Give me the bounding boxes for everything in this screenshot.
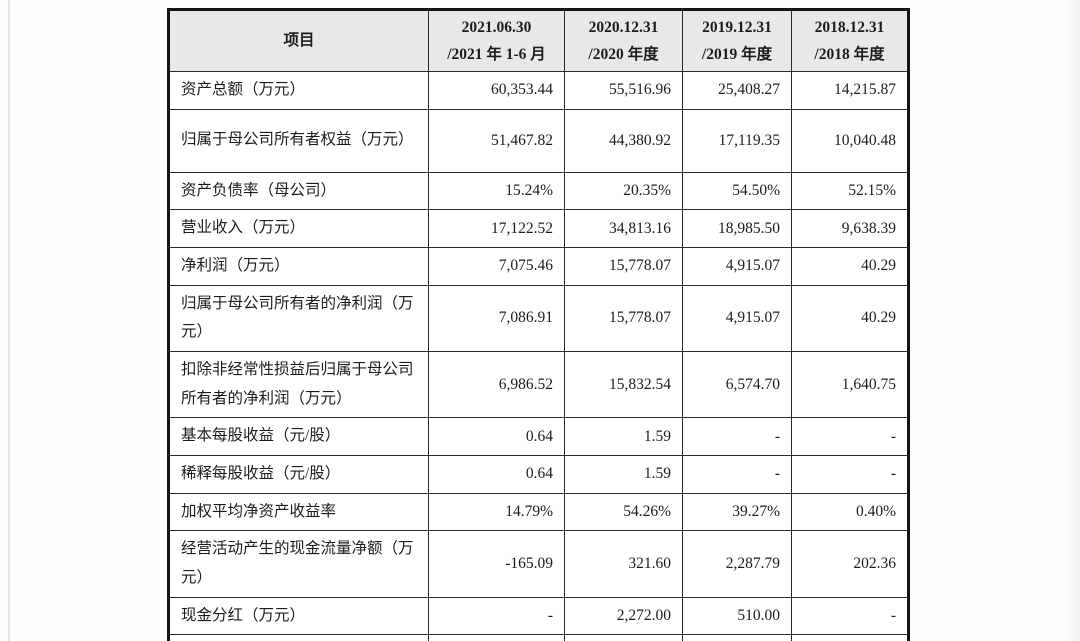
cell-value: 15,778.07 [564, 247, 683, 286]
financial-summary-table: 项目 2021.06.30 /2021 年 1-6 月 2020.12.31 /… [167, 8, 910, 641]
row-label: 归属于母公司所有者权益（万元） [168, 108, 429, 173]
cell-value: 5.59% [791, 634, 909, 641]
header-row: 项目 2021.06.30 /2021 年 1-6 月 2020.12.31 /… [168, 9, 909, 72]
cell-value: 54.50% [682, 171, 792, 211]
table-row: 归属于母公司所有者的净利润（万元） 7,086.91 15,778.07 4,9… [168, 284, 909, 353]
cell-value: 2,272.00 [564, 596, 683, 636]
cell-value: 14,215.87 [791, 71, 909, 110]
row-label: 基本每股收益（元/股） [168, 417, 429, 457]
row-label: 资产总额（万元） [168, 71, 429, 110]
table-row: 营业收入（万元） 17,122.52 34,813.16 18,985.50 9… [168, 209, 909, 249]
cell-value: 10,040.48 [791, 108, 909, 173]
row-label: 稀释每股收益（元/股） [168, 455, 429, 494]
cell-value: 4.26% [428, 634, 565, 641]
header-date: 2021.06.30 [461, 18, 532, 36]
cell-value: 2,287.79 [682, 530, 792, 598]
table-row: 现金分红（万元） - 2,272.00 510.00 - [168, 596, 909, 636]
table-row: 加权平均净资产收益率 14.79% 54.26% 39.27% 0.40% [168, 492, 909, 532]
cell-value: - [791, 455, 909, 494]
cell-value: 7,086.91 [428, 284, 565, 353]
cell-value: 6.07% [682, 634, 792, 641]
cell-value: 321.60 [564, 530, 683, 598]
cell-value: 4,915.07 [682, 247, 792, 286]
cell-value: 40.29 [791, 284, 909, 353]
cell-value: 17,122.52 [428, 209, 565, 249]
cell-value: 7,075.46 [428, 247, 565, 286]
row-label: 研发投入占营业收入的比例 [168, 634, 429, 641]
table-row: 净利润（万元） 7,075.46 15,778.07 4,915.07 40.2… [168, 247, 909, 286]
cell-value: - [791, 596, 909, 636]
column-header-2021: 2021.06.30 /2021 年 1-6 月 [428, 9, 565, 72]
page-edge-left [8, 0, 10, 641]
cell-value: 39.27% [682, 492, 792, 532]
cell-value: 1.59 [564, 417, 683, 457]
header-period: /2020 年度 [588, 46, 659, 63]
cell-value: 202.36 [791, 530, 909, 598]
cell-value: - [682, 455, 792, 494]
column-header-2020: 2020.12.31 /2020 年度 [564, 9, 683, 72]
page-edge-right [1063, 0, 1080, 641]
header-date: 2019.12.31 [702, 18, 772, 36]
table-row: 基本每股收益（元/股） 0.64 1.59 - - [168, 417, 909, 457]
row-label: 现金分红（万元） [168, 596, 429, 636]
table-row: 研发投入占营业收入的比例 4.26% 3.76% 6.07% 5.59% [168, 634, 909, 641]
cell-value: 40.29 [791, 247, 909, 286]
cell-value: 15,778.07 [564, 284, 683, 353]
cell-value: 9,638.39 [791, 209, 909, 249]
table-row: 稀释每股收益（元/股） 0.64 1.59 - - [168, 455, 909, 494]
row-label: 净利润（万元） [168, 247, 429, 286]
cell-value: 51,467.82 [428, 108, 565, 173]
cell-value: 20.35% [564, 171, 683, 211]
cell-value: 0.64 [428, 417, 565, 457]
column-header-2018: 2018.12.31 /2018 年度 [791, 9, 909, 72]
header-period: /2021 年 1-6 月 [447, 46, 546, 63]
header-period: /2018 年度 [814, 46, 885, 63]
cell-value: 0.64 [428, 455, 565, 494]
cell-value: 6,986.52 [428, 351, 565, 419]
cell-value: 15,832.54 [564, 351, 683, 419]
cell-value: 1.59 [564, 455, 683, 494]
cell-value: 14.79% [428, 492, 565, 532]
table-row: 扣除非经常性损益后归属于母公司所有者的净利润（万元） 6,986.52 15,8… [168, 351, 909, 419]
column-header-item: 项目 [168, 9, 429, 72]
cell-value: 0.40% [791, 492, 909, 532]
cell-value: 60,353.44 [428, 71, 565, 110]
table-row: 资产负债率（母公司） 15.24% 20.35% 54.50% 52.15% [168, 171, 909, 211]
cell-value: - [428, 596, 565, 636]
cell-value: - [791, 417, 909, 457]
row-label: 经营活动产生的现金流量净额（万元） [168, 530, 429, 598]
cell-value: 17,119.35 [682, 108, 792, 173]
cell-value: - [682, 417, 792, 457]
cell-value: 34,813.16 [564, 209, 683, 249]
header-date: 2018.12.31 [814, 18, 885, 36]
cell-value: 55,516.96 [564, 71, 683, 110]
cell-value: -165.09 [428, 530, 565, 598]
table-row: 经营活动产生的现金流量净额（万元） -165.09 321.60 2,287.7… [168, 530, 909, 598]
cell-value: 18,985.50 [682, 209, 792, 249]
row-label: 扣除非经常性损益后归属于母公司所有者的净利润（万元） [168, 351, 429, 419]
cell-value: 25,408.27 [682, 71, 792, 110]
row-label: 资产负债率（母公司） [168, 171, 429, 211]
row-label: 营业收入（万元） [168, 209, 429, 249]
cell-value: 44,380.92 [564, 108, 683, 173]
cell-value: 6,574.70 [682, 351, 792, 419]
cell-value: 4,915.07 [682, 284, 792, 353]
column-header-2019: 2019.12.31 /2019 年度 [682, 9, 792, 72]
cell-value: 1,640.75 [791, 351, 909, 419]
table-row: 资产总额（万元） 60,353.44 55,516.96 25,408.27 1… [168, 71, 909, 110]
table-row: 归属于母公司所有者权益（万元） 51,467.82 44,380.92 17,1… [168, 108, 909, 173]
cell-value: 15.24% [428, 171, 565, 211]
row-label: 归属于母公司所有者的净利润（万元） [168, 284, 429, 353]
cell-value: 510.00 [682, 596, 792, 636]
row-label: 加权平均净资产收益率 [168, 492, 429, 532]
header-period: /2019 年度 [701, 46, 773, 63]
cell-value: 3.76% [564, 634, 683, 641]
cell-value: 54.26% [564, 492, 683, 532]
header-date: 2020.12.31 [588, 18, 659, 36]
cell-value: 52.15% [791, 171, 909, 211]
